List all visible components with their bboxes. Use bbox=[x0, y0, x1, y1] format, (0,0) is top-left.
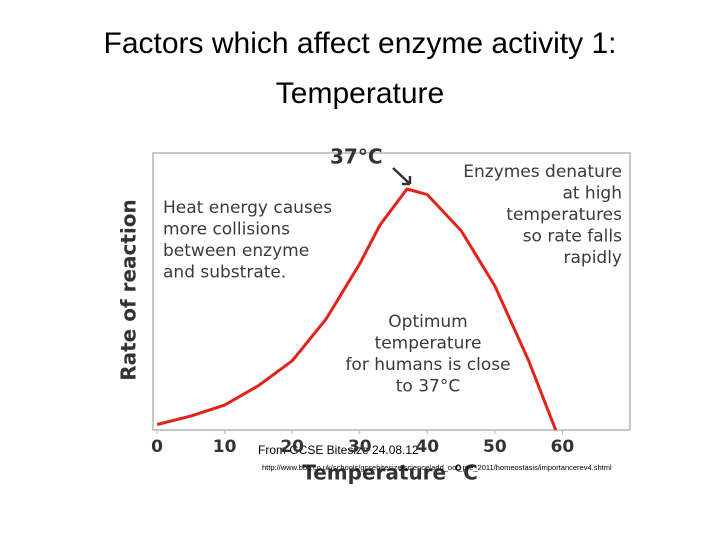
annotation: Heat energy causes bbox=[163, 198, 332, 218]
x-tick-label: 60 bbox=[551, 437, 575, 457]
x-tick-label: 20 bbox=[280, 437, 304, 457]
arrow bbox=[392, 167, 412, 186]
x-tick-label: 50 bbox=[483, 437, 507, 457]
annotation: between enzyme bbox=[163, 241, 309, 261]
annotation: to 37°C bbox=[396, 377, 460, 397]
annotation: temperature bbox=[375, 334, 482, 354]
y-axis-label: Rate of reaction bbox=[117, 199, 141, 381]
plot-frame bbox=[152, 152, 631, 431]
annotation: more collisions bbox=[163, 220, 290, 240]
annotation: and substrate. bbox=[163, 263, 286, 283]
url: http://www.bbc.co.uk/schools/gcsebitesiz… bbox=[262, 463, 612, 472]
curve bbox=[156, 187, 558, 431]
annotation: Optimum bbox=[388, 312, 467, 332]
annotation: at high bbox=[562, 184, 622, 204]
x-tick-label: 10 bbox=[213, 437, 237, 457]
x-axis-label: Temperature °C bbox=[302, 461, 478, 485]
slide-title: Factors which affect enzyme activity 1: bbox=[104, 27, 617, 60]
annotation: Enzymes denature bbox=[463, 162, 622, 182]
annotation: so rate falls bbox=[523, 227, 622, 247]
annotation: rapidly bbox=[564, 248, 623, 268]
x-tick-label: 30 bbox=[348, 437, 372, 457]
annotation: temperatures bbox=[506, 205, 622, 225]
slide-title: Temperature bbox=[276, 77, 444, 110]
annotation: for humans is close bbox=[345, 355, 510, 375]
peak-label: 37°C bbox=[330, 145, 383, 169]
x-tick-label: 40 bbox=[415, 437, 439, 457]
x-tick-label: 0 bbox=[151, 437, 163, 457]
source: From GCSE Bitesize 24.08.12 bbox=[258, 443, 419, 457]
